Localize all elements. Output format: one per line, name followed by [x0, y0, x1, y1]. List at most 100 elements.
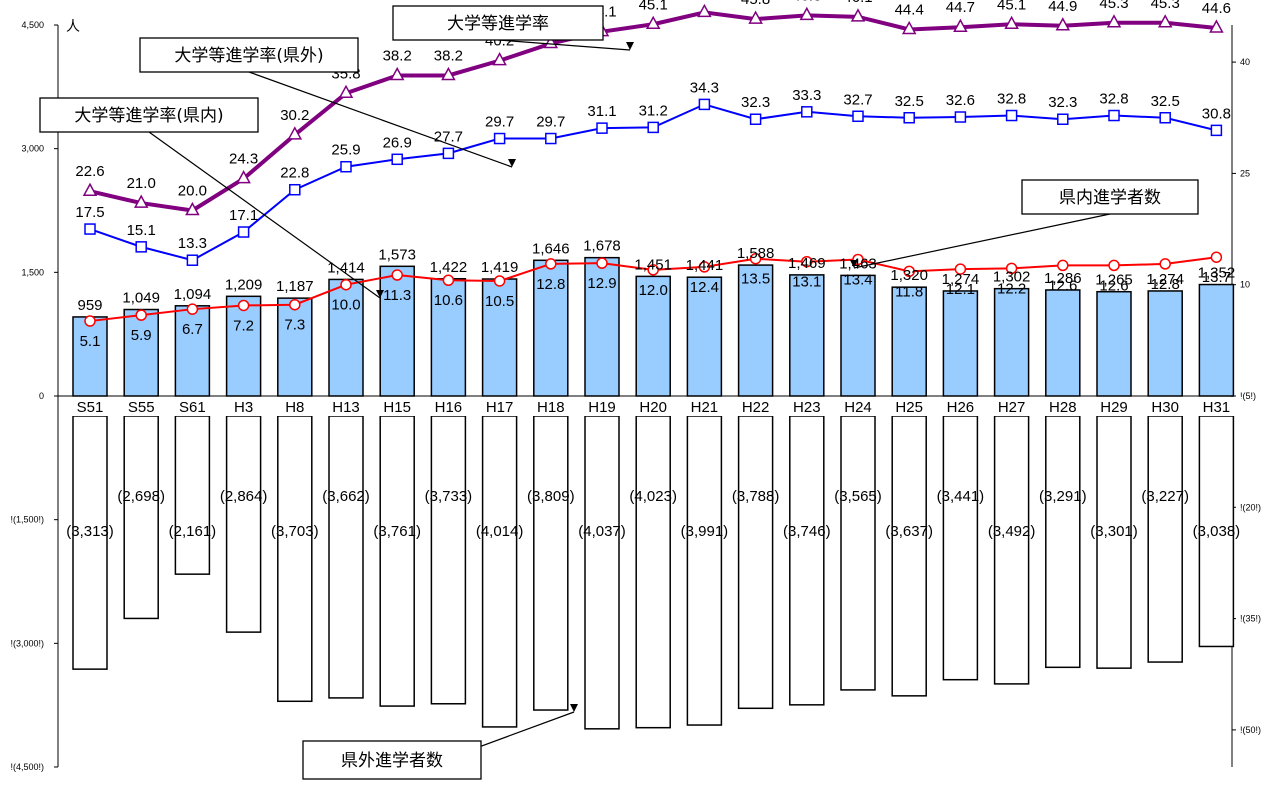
callout-inside-count-box: [1021, 179, 1199, 215]
category-bg: [372, 397, 423, 416]
category-label-H30: H30: [1151, 399, 1179, 416]
label-rate-inside: 12.9: [587, 275, 616, 292]
marker-circle: [801, 255, 813, 268]
marker-triangle: [287, 126, 303, 140]
marker-square: [596, 122, 608, 134]
marker-square: [1210, 124, 1223, 137]
right-tick-label: !(50!): [1240, 725, 1261, 735]
label-outside-count: (3,313): [66, 523, 114, 540]
marker-square: [852, 110, 864, 123]
marker-circle: [698, 261, 711, 273]
category-label-H27: H27: [998, 399, 1026, 416]
label-rate-overall: 45.1: [997, 0, 1026, 13]
label-rate-inside: 10.5: [485, 293, 514, 310]
bars: [72, 256, 1235, 730]
marker-triangle: [1209, 19, 1224, 33]
bar-inside-S51: [72, 316, 108, 397]
label-rate-overall: 44.4: [895, 1, 924, 18]
callout-rate-outside-leader: [248, 71, 513, 168]
label-rate-inside: 12.2: [997, 280, 1026, 297]
bar-outside-H19: [584, 415, 620, 730]
category-bg: [935, 397, 986, 416]
category-bg: [474, 397, 525, 416]
bar-outside-H28: [1045, 415, 1081, 669]
callout-rate-outside-arrowhead: [508, 159, 516, 167]
bar-inside-S55: [123, 308, 159, 397]
category-label-S55: S55: [128, 399, 155, 416]
category-label-H22: H22: [742, 399, 770, 416]
bar-inside-H22: [737, 264, 774, 397]
bar-outside-H20: [635, 415, 671, 729]
lines: [82, 3, 1224, 327]
label-outside-count: (3,441): [937, 488, 985, 505]
label-rate-outside: 32.6: [946, 92, 975, 109]
label-rate-inside: 6.7: [182, 321, 203, 338]
label-rate-outside: 29.7: [485, 114, 514, 131]
label-rate-overall: 45.1: [639, 0, 668, 13]
marker-square: [749, 113, 762, 125]
marker-circle: [903, 265, 915, 278]
label-rate-inside: 13.5: [741, 271, 770, 288]
label-rate-inside: 13.1: [792, 274, 821, 291]
bar-outside-H17: [481, 415, 518, 728]
label-rate-outside: 22.8: [280, 165, 309, 182]
bar-inside-H16: [430, 278, 467, 397]
right-tick-label: !(35!): [1240, 614, 1261, 624]
bar-outside-H13: [328, 415, 364, 699]
bar-inside-S61: [174, 305, 211, 397]
category-bg: [628, 397, 679, 416]
bar-inside-H27: [993, 287, 1030, 397]
label-rate-inside: 11.8: [895, 283, 923, 300]
marker-square: [340, 160, 352, 173]
category-bg: [1037, 397, 1088, 416]
label-rate-inside: 10.6: [434, 292, 463, 309]
left-tick-label: !(1,500!): [10, 515, 44, 525]
marker-circle: [1005, 262, 1018, 275]
label-inside-count: 1,451: [634, 256, 672, 273]
bar-inside-H3: [225, 295, 262, 397]
label-rate-inside: 7.3: [284, 317, 305, 334]
bar-outside-H24: [840, 415, 876, 691]
marker-square: [903, 112, 915, 124]
category-bg: [269, 397, 320, 416]
callout-rate-inside-box: [39, 97, 259, 133]
category-label-H21: H21: [691, 399, 719, 416]
label-outside-count: (3,788): [732, 488, 780, 505]
marker-triangle: [1055, 17, 1071, 31]
marker-triangle: [338, 84, 354, 99]
callout-rate-outside-box: [139, 37, 359, 73]
category-label-S61: S61: [179, 399, 206, 416]
category-bg: [833, 397, 883, 416]
bar-inside-H18: [533, 259, 569, 397]
bar-outside-H18: [533, 415, 569, 711]
bar-outside-H3: [225, 415, 262, 633]
marker-triangle: [441, 66, 456, 81]
category-label-H25: H25: [895, 399, 923, 416]
marker-square: [289, 183, 301, 196]
label-outside-count: (3,662): [322, 488, 370, 505]
label-inside-count: 1,463: [839, 255, 877, 272]
label-rate-outside: 31.1: [587, 103, 616, 120]
marker-square: [545, 132, 557, 145]
marker-circle: [749, 252, 762, 265]
marker-triangle: [748, 10, 763, 24]
label-rate-outside: 29.7: [536, 114, 565, 131]
label-rate-outside: 32.7: [843, 91, 872, 108]
marker-triangle: [389, 66, 405, 81]
label-inside-count: 1,352: [1198, 265, 1236, 282]
label-rate-outside: 15.1: [127, 222, 156, 239]
label-rate-outside: 13.3: [178, 235, 207, 252]
bar-inside-H15: [379, 265, 415, 397]
marker-circle: [135, 309, 147, 321]
marker-triangle: [1106, 14, 1122, 28]
label-rate-outside: 32.5: [1151, 93, 1180, 110]
label-inside-count: 1,265: [1095, 272, 1133, 289]
bar-outside-H15: [379, 415, 415, 707]
category-label-H18: H18: [537, 399, 565, 416]
category-bg: [167, 397, 218, 416]
marker-triangle: [133, 194, 149, 208]
label-outside-count: (2,161): [169, 523, 217, 540]
bar-outside-H31: [1198, 415, 1235, 648]
